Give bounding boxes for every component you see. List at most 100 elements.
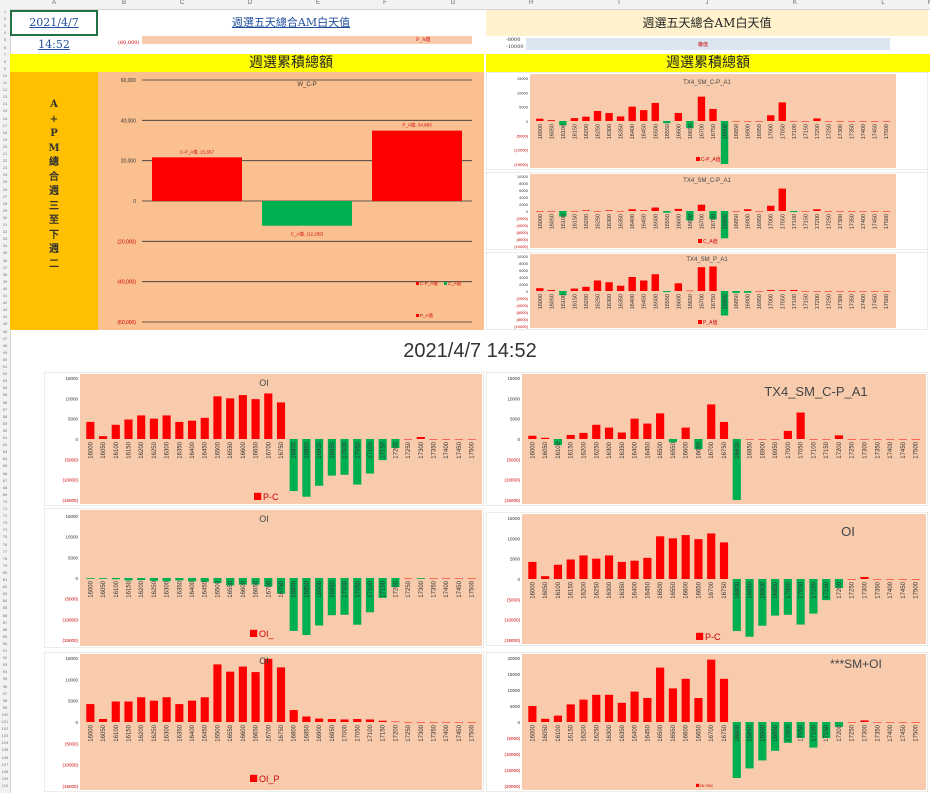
row-header-number[interactable]: 24 [2,172,8,178]
row-header-number[interactable]: 108 [1,768,9,774]
row-header-number[interactable]: 68 [2,484,8,490]
row-header-number[interactable]: 51 [2,364,8,369]
row-header-number[interactable]: 22 [2,158,8,164]
row-header-number[interactable]: 45 [2,321,8,327]
row-header-number[interactable]: 53 [2,378,8,384]
row-header-number[interactable]: 49 [2,349,8,355]
row-header-number[interactable]: 11 [2,80,8,85]
row-header-number[interactable]: 41 [2,293,8,298]
row-header-number[interactable]: 38 [2,271,8,277]
row-header-number[interactable]: 33 [2,236,8,242]
row-header-number[interactable]: 56 [2,399,8,405]
column-header-i[interactable]: I [618,0,620,6]
row-header-number[interactable]: 58 [2,413,8,419]
column-header-m[interactable]: M [928,0,930,6]
row-header-number[interactable]: 2 [3,16,7,22]
row-header-number[interactable]: 5 [3,37,7,43]
left-title-link[interactable]: 週選五天總合AM白天值 [231,16,351,29]
row-header-number[interactable]: 26 [2,186,8,192]
row-header-number[interactable]: 55 [2,392,8,398]
column-header-l[interactable]: L [881,0,885,6]
row-header-number[interactable]: 60 [2,427,8,433]
row-header-number[interactable]: 43 [2,307,8,313]
row-header-number[interactable]: 88 [2,626,8,632]
row-header-number[interactable]: 17 [2,122,8,128]
row-header-number[interactable]: 67 [2,477,8,483]
row-header-number[interactable]: 46 [2,328,8,334]
row-header-number[interactable]: 35 [2,250,8,256]
row-header-number[interactable]: 80 [2,569,8,575]
row-header-number[interactable]: 105 [1,747,9,753]
row-header-number[interactable]: 107 [1,761,9,767]
row-header-number[interactable]: 100 [1,711,9,717]
row-header-number[interactable]: 104 [1,740,9,746]
row-header-number[interactable]: 44 [2,314,8,320]
row-header-number[interactable]: 99 [2,704,8,710]
row-header-number[interactable]: 15 [2,108,8,114]
row-header-number[interactable]: 64 [2,456,8,462]
row-header-number[interactable]: 19 [2,136,8,142]
row-header-number[interactable]: 90 [2,640,8,646]
row-header-number[interactable]: 77 [2,548,8,554]
column-header-e[interactable]: E [315,0,320,6]
row-header-number[interactable]: 63 [2,449,8,455]
row-header-number[interactable]: 91 [2,648,8,653]
row-header-number[interactable]: 74 [2,527,8,533]
row-header-number[interactable]: 87 [2,619,8,625]
row-header-number[interactable]: 8 [3,58,7,64]
row-header-number[interactable]: 81 [2,577,8,582]
row-header-number[interactable]: 96 [2,683,8,689]
column-header-j[interactable]: J [705,0,709,6]
row-header-number[interactable]: 93 [2,662,8,668]
row-header-number[interactable]: 85 [2,605,8,611]
row-header-number[interactable]: 32 [2,229,8,235]
row-header-number[interactable]: 89 [2,633,8,639]
row-header-number[interactable]: 7 [3,51,7,57]
row-header-number[interactable]: 23 [2,165,8,171]
row-header-number[interactable]: 86 [2,612,8,618]
row-header-number[interactable]: 66 [2,470,8,476]
row-header-number[interactable]: 18 [2,129,8,135]
row-header-number[interactable]: 47 [2,335,8,341]
row-header-number[interactable]: 97 [2,690,8,696]
column-header-c[interactable]: C [179,0,185,6]
row-header-number[interactable]: 78 [2,555,8,561]
row-header-number[interactable]: 82 [2,584,8,590]
row-header-number[interactable]: 52 [2,371,8,377]
row-header-number[interactable]: 65 [2,463,8,469]
row-header-number[interactable]: 94 [2,669,8,675]
row-header-number[interactable]: 6 [3,44,7,50]
row-header-number[interactable]: 28 [2,200,8,206]
row-header-number[interactable]: 61 [2,435,8,440]
row-header-number[interactable]: 95 [2,676,8,682]
row-header-number[interactable]: 57 [2,406,8,412]
row-header-number[interactable]: 16 [2,115,8,121]
row-header-number[interactable]: 12 [2,87,8,93]
row-header-number[interactable]: 25 [2,179,8,185]
row-header-number[interactable]: 84 [2,598,8,604]
row-header-number[interactable]: 71 [2,506,8,511]
row-header-number[interactable]: 48 [2,342,8,348]
row-header-number[interactable]: 103 [1,733,9,739]
row-header-number[interactable]: 40 [2,285,8,291]
row-header-number[interactable]: 102 [1,726,9,732]
row-header-number[interactable]: 34 [2,243,8,249]
row-header-number[interactable]: 4 [3,30,7,36]
row-header-number[interactable]: 1 [3,9,7,14]
row-header-number[interactable]: 21 [2,151,8,156]
row-header-number[interactable]: 62 [2,442,8,448]
row-header-number[interactable]: 39 [2,278,8,284]
row-header-number[interactable]: 59 [2,420,8,426]
row-header-number[interactable]: 69 [2,491,8,497]
row-header-number[interactable]: 110 [1,782,9,788]
column-header-f[interactable]: F [383,0,387,6]
row-header-number[interactable]: 101 [1,719,9,724]
row-header-number[interactable]: 36 [2,257,8,263]
row-header-number[interactable]: 29 [2,207,8,213]
row-header-number[interactable]: 37 [2,264,8,270]
row-header-number[interactable]: 92 [2,655,8,661]
row-header-number[interactable]: 42 [2,300,8,306]
row-header-number[interactable]: 83 [2,591,8,597]
row-header-number[interactable]: 54 [2,385,8,391]
row-header-number[interactable]: 70 [2,498,8,504]
